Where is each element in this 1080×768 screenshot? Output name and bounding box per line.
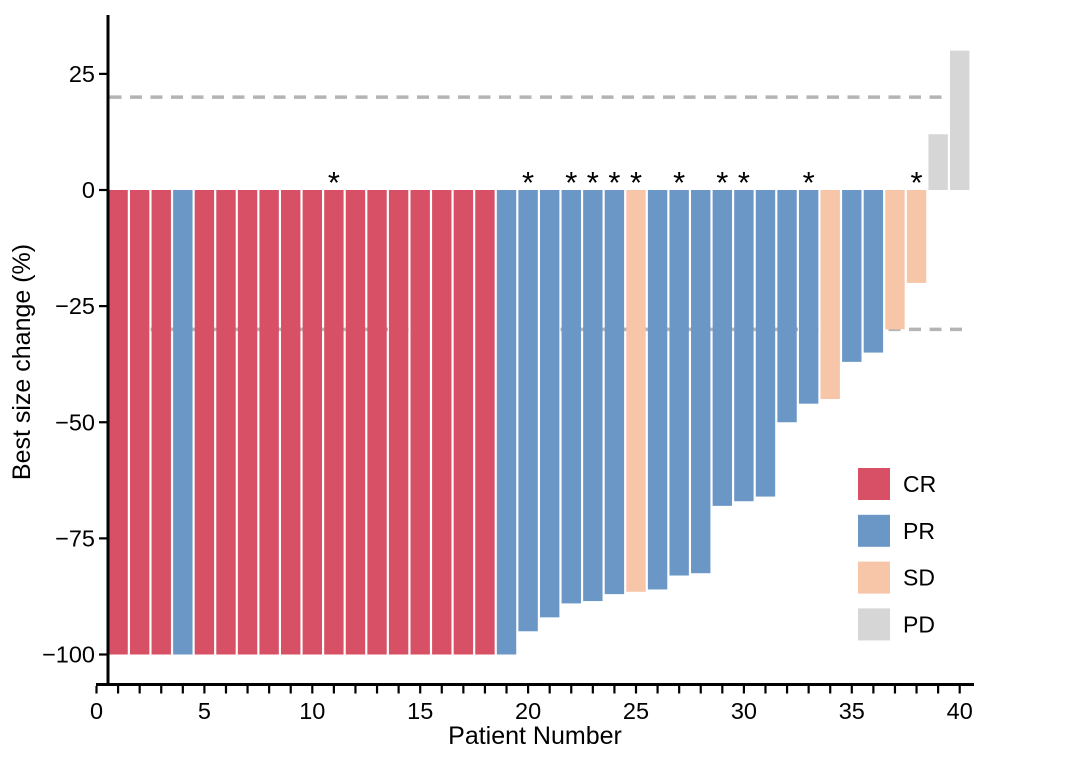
bar-patient-16 bbox=[432, 190, 452, 655]
bar-patient-10 bbox=[302, 190, 322, 655]
bar-patient-15 bbox=[410, 190, 430, 655]
bar-patient-6 bbox=[216, 190, 236, 655]
x-tick-label-20: 20 bbox=[515, 698, 541, 724]
bar-patient-38 bbox=[906, 190, 927, 283]
x-tick-label-0: 0 bbox=[90, 698, 103, 724]
axes: 0 5 10 15 20 25 30 35 40 25 0 −25 −50 −75 −100 bbox=[42, 15, 974, 724]
legend-label-cr: CR bbox=[903, 471, 936, 497]
asterisk-annotations: * * * * * * * * * * * bbox=[328, 165, 923, 200]
x-tick-label-35: 35 bbox=[839, 698, 865, 724]
bar-patient-23 bbox=[583, 190, 603, 602]
bar-patient-30 bbox=[734, 190, 754, 502]
bar-patient-24 bbox=[604, 190, 625, 595]
y-axis-title: Best size change (%) bbox=[8, 244, 36, 480]
bar-patient-22 bbox=[561, 190, 581, 604]
legend-swatch-pr bbox=[858, 514, 890, 547]
bar-patient-29 bbox=[712, 190, 733, 506]
bar-patient-39 bbox=[928, 134, 948, 190]
asterisk-patient-27: * bbox=[673, 165, 685, 200]
x-axis-title: Patient Number bbox=[448, 722, 622, 750]
legend: CR PR SD PD bbox=[858, 468, 936, 641]
bar-patient-14 bbox=[388, 190, 409, 655]
bar-patient-11 bbox=[324, 190, 344, 655]
bar-patient-2 bbox=[129, 190, 150, 655]
asterisk-patient-33: * bbox=[803, 165, 815, 200]
bar-patient-19 bbox=[496, 190, 517, 655]
x-tick-label-10: 10 bbox=[299, 698, 325, 724]
y-tick-label--100: −100 bbox=[42, 642, 95, 668]
legend-swatch-pd bbox=[858, 608, 890, 641]
asterisk-patient-22: * bbox=[565, 165, 577, 200]
bar-patient-36 bbox=[863, 190, 884, 353]
y-tick-label--75: −75 bbox=[55, 525, 95, 551]
y-tick-label-0: 0 bbox=[82, 177, 95, 203]
bar-patient-32 bbox=[777, 190, 797, 423]
bar-patient-4 bbox=[173, 190, 193, 655]
y-tick-label--25: −25 bbox=[55, 293, 95, 319]
bar-patient-33 bbox=[798, 190, 819, 404]
asterisk-patient-25: * bbox=[630, 165, 642, 200]
bar-patient-40 bbox=[950, 50, 970, 191]
bar-patient-26 bbox=[647, 190, 668, 590]
bar-patient-7 bbox=[237, 190, 258, 655]
bar-patient-9 bbox=[281, 190, 301, 655]
y-tick-label--50: −50 bbox=[55, 409, 95, 435]
y-tick-label-25: 25 bbox=[69, 61, 95, 87]
x-tick-label-40: 40 bbox=[947, 698, 973, 724]
bar-patient-35 bbox=[842, 190, 862, 362]
asterisk-patient-30: * bbox=[738, 165, 750, 200]
asterisk-patient-24: * bbox=[608, 165, 620, 200]
x-tick-label-25: 25 bbox=[623, 698, 649, 724]
bar-patient-5 bbox=[194, 190, 215, 655]
bar-patient-18 bbox=[475, 190, 495, 655]
legend-label-sd: SD bbox=[903, 565, 935, 591]
bar-patient-21 bbox=[539, 190, 560, 618]
bar-patient-37 bbox=[885, 190, 905, 330]
bar-patient-3 bbox=[151, 190, 171, 655]
asterisk-patient-11: * bbox=[328, 165, 340, 200]
bar-patient-12 bbox=[345, 190, 366, 655]
bar-patient-27 bbox=[669, 190, 689, 576]
bar-patient-28 bbox=[691, 190, 711, 574]
bar-patient-17 bbox=[453, 190, 474, 655]
bar-patient-20 bbox=[518, 190, 538, 632]
bar-patient-34 bbox=[820, 190, 840, 400]
asterisk-patient-23: * bbox=[587, 165, 599, 200]
bar-patient-25 bbox=[626, 190, 646, 592]
patient-bars bbox=[108, 50, 970, 655]
legend-swatch-sd bbox=[858, 561, 890, 594]
bar-patient-8 bbox=[259, 190, 279, 655]
asterisk-patient-29: * bbox=[716, 165, 728, 200]
legend-label-pd: PD bbox=[903, 611, 935, 637]
x-tick-label-5: 5 bbox=[198, 698, 211, 724]
x-tick-label-30: 30 bbox=[731, 698, 757, 724]
asterisk-patient-38: * bbox=[911, 165, 923, 200]
x-tick-label-15: 15 bbox=[407, 698, 433, 724]
asterisk-patient-20: * bbox=[522, 165, 534, 200]
bar-patient-31 bbox=[755, 190, 776, 497]
bar-patient-13 bbox=[367, 190, 387, 655]
bar-patient-1 bbox=[108, 190, 128, 655]
legend-swatch-cr bbox=[858, 468, 890, 500]
legend-label-pr: PR bbox=[903, 518, 935, 544]
